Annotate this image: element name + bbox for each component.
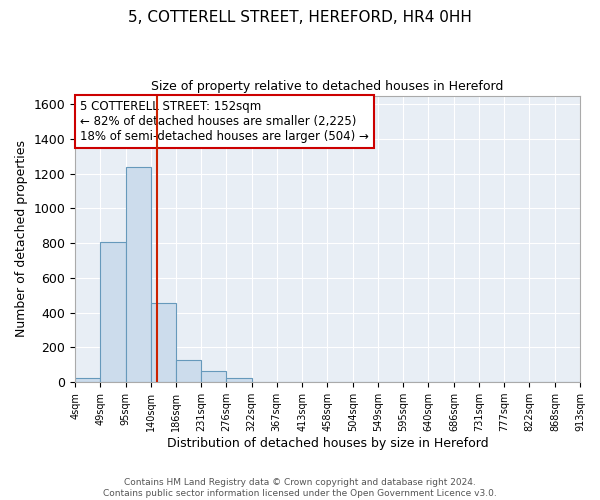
Bar [100,242,125,382]
Bar [75,378,100,382]
Text: 5, COTTERELL STREET, HEREFORD, HR4 0HH: 5, COTTERELL STREET, HEREFORD, HR4 0HH [128,10,472,25]
Bar [226,378,252,382]
Bar [201,371,226,382]
Y-axis label: Number of detached properties: Number of detached properties [15,140,28,338]
Text: Contains HM Land Registry data © Crown copyright and database right 2024.
Contai: Contains HM Land Registry data © Crown c… [103,478,497,498]
Title: Size of property relative to detached houses in Hereford: Size of property relative to detached ho… [151,80,504,93]
Text: 5 COTTERELL STREET: 152sqm
← 82% of detached houses are smaller (2,225)
18% of s: 5 COTTERELL STREET: 152sqm ← 82% of deta… [80,100,369,143]
Bar [151,303,176,382]
Bar [176,360,201,382]
Bar [125,167,151,382]
X-axis label: Distribution of detached houses by size in Hereford: Distribution of detached houses by size … [167,437,488,450]
